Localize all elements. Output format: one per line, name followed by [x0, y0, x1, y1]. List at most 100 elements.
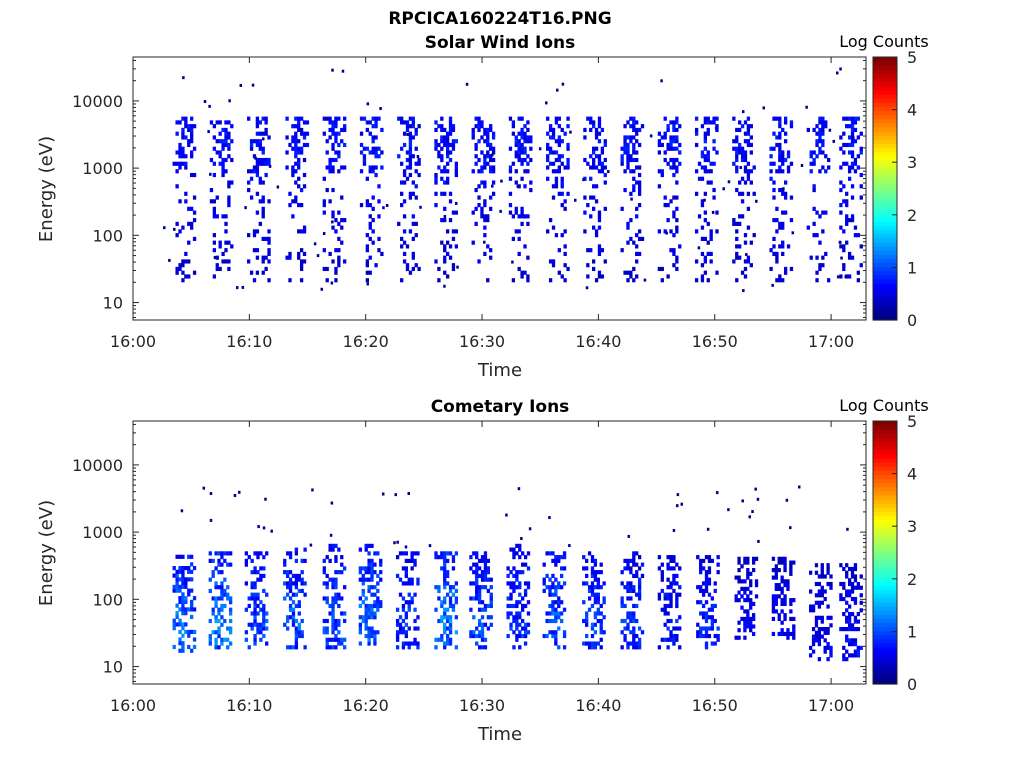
heatmap-cell — [325, 585, 329, 590]
heatmap-cell — [746, 594, 750, 599]
heatmap-cell — [771, 594, 776, 599]
heatmap-cell — [746, 172, 751, 178]
heatmap-cell — [856, 585, 861, 590]
heatmap-cell — [483, 161, 487, 166]
heatmap-cell — [367, 611, 371, 616]
heatmap-cell — [184, 607, 188, 612]
heatmap-cell — [560, 127, 564, 133]
heatmap-cell — [523, 131, 527, 136]
colorbar-swatch — [873, 167, 897, 173]
heatmap-cell — [632, 146, 636, 151]
heatmap-cell — [635, 131, 639, 136]
heatmap-cell — [596, 581, 600, 586]
heatmap-cell — [472, 630, 476, 635]
heatmap-cell — [294, 150, 298, 155]
heatmap-cell — [416, 645, 420, 650]
heatmap-cell — [227, 259, 231, 264]
heatmap-cell — [405, 165, 410, 170]
colorbar-swatch — [873, 593, 897, 599]
heatmap-cell — [228, 596, 233, 601]
heatmap-cell — [252, 154, 257, 159]
heatmap-cell — [300, 570, 304, 575]
heatmap-cell — [554, 180, 559, 185]
heatmap-cell — [445, 551, 450, 556]
heatmap-cell — [220, 555, 224, 560]
heatmap-cell — [771, 556, 776, 561]
heatmap-cell — [771, 609, 776, 614]
heatmap-cell — [331, 146, 335, 151]
heatmap-cell — [727, 180, 731, 184]
heatmap-cell — [376, 588, 380, 594]
heatmap-cell — [517, 116, 521, 121]
heatmap-cell — [410, 566, 414, 571]
heatmap-cell — [483, 214, 487, 219]
heatmap-cell — [181, 554, 185, 559]
heatmap-cell — [190, 131, 194, 136]
heatmap-cell — [255, 191, 260, 196]
x-tick-label: 16:00 — [110, 332, 156, 351]
heatmap-cell — [190, 150, 194, 155]
heatmap-cell — [704, 581, 709, 586]
heatmap-cell — [847, 604, 852, 609]
heatmap-cell — [445, 637, 450, 642]
heatmap-cell — [593, 630, 598, 635]
heatmap-cell — [175, 581, 179, 586]
heatmap-cell — [821, 124, 825, 129]
heatmap-cell — [181, 641, 185, 646]
heatmap-cell — [699, 626, 703, 631]
heatmap-cell — [247, 596, 251, 601]
heatmap-cell — [607, 170, 610, 174]
heatmap-cell — [337, 131, 341, 136]
heatmap-cell — [600, 248, 605, 253]
heatmap-cell — [265, 551, 269, 556]
heatmap-cell — [238, 490, 241, 494]
heatmap-cell — [359, 169, 364, 174]
heatmap-cell — [626, 645, 630, 650]
heatmap-cell — [480, 600, 485, 605]
heatmap-cell — [215, 266, 219, 272]
heatmap-cell — [600, 127, 605, 133]
heatmap-cell — [331, 547, 335, 552]
heatmap-cell — [560, 611, 564, 616]
heatmap-cell — [337, 630, 341, 635]
heatmap-cell — [632, 585, 636, 590]
heatmap-cell — [294, 180, 298, 185]
heatmap-cell — [395, 573, 400, 579]
heatmap-cell — [379, 562, 383, 567]
heatmap-cell — [672, 195, 676, 200]
heatmap-cell — [703, 236, 708, 241]
heatmap-cell — [554, 157, 559, 163]
heatmap-cell — [514, 206, 518, 211]
heatmap-cell — [483, 240, 486, 244]
heatmap-cell — [413, 618, 417, 624]
heatmap-cell — [322, 203, 326, 208]
heatmap-cell — [829, 615, 833, 620]
heatmap-cell — [554, 588, 558, 594]
colorbar-swatch — [873, 180, 897, 185]
heatmap-cell — [557, 165, 561, 170]
heatmap-cell — [657, 131, 662, 136]
heatmap-cell — [265, 611, 269, 616]
heatmap-cell — [675, 157, 679, 163]
heatmap-cell — [715, 270, 719, 275]
heatmap-cell — [824, 124, 828, 129]
heatmap-cell — [678, 585, 682, 590]
heatmap-cell — [262, 573, 266, 579]
heatmap-cell — [267, 135, 271, 140]
heatmap-cell — [517, 184, 521, 189]
heatmap-cell — [675, 259, 679, 264]
heatmap-cell — [175, 221, 179, 226]
heatmap-cell — [190, 172, 194, 178]
heatmap-cell — [554, 592, 558, 597]
heatmap-cell — [845, 608, 849, 613]
heatmap-cell — [486, 603, 491, 609]
colorbar-swatch — [873, 274, 897, 280]
heatmap-cell — [512, 581, 516, 586]
heatmap-cell — [477, 633, 482, 639]
heatmap-cell — [529, 187, 533, 193]
heatmap-cell — [742, 289, 745, 293]
heatmap-cell — [489, 157, 493, 163]
heatmap-cell — [716, 637, 720, 642]
heatmap-cell — [603, 172, 607, 178]
heatmap-cell — [529, 146, 533, 151]
